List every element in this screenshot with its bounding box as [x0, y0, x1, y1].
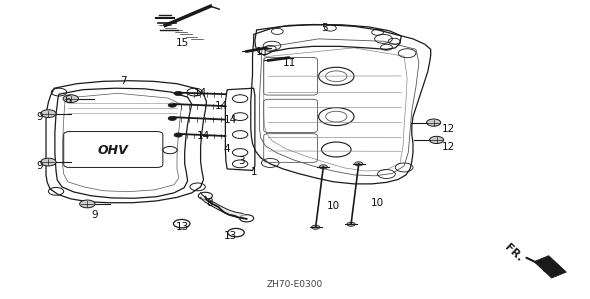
- Text: 9: 9: [91, 210, 98, 220]
- Text: 14: 14: [224, 115, 237, 125]
- Text: 9: 9: [37, 112, 44, 122]
- Text: 15: 15: [176, 38, 189, 48]
- Text: 8: 8: [206, 198, 213, 208]
- Circle shape: [174, 91, 182, 96]
- Text: 3: 3: [238, 156, 245, 167]
- Text: 7: 7: [120, 76, 127, 86]
- Circle shape: [168, 116, 176, 120]
- Circle shape: [312, 225, 320, 229]
- Text: 14: 14: [215, 101, 228, 111]
- Text: 4: 4: [224, 144, 231, 155]
- Text: FR.: FR.: [503, 242, 524, 263]
- Text: 13: 13: [224, 231, 237, 241]
- Circle shape: [63, 95, 78, 103]
- Text: 11: 11: [256, 47, 269, 57]
- Circle shape: [430, 136, 444, 144]
- Text: 1: 1: [250, 167, 257, 177]
- Text: OHV: OHV: [98, 144, 129, 157]
- Circle shape: [355, 162, 363, 166]
- Circle shape: [41, 158, 56, 166]
- Text: 5: 5: [321, 23, 328, 33]
- Text: 9: 9: [37, 161, 44, 171]
- Circle shape: [168, 103, 176, 107]
- Text: 13: 13: [176, 222, 189, 232]
- Circle shape: [347, 222, 355, 226]
- Circle shape: [41, 110, 56, 118]
- Text: 6: 6: [64, 95, 71, 105]
- Text: 12: 12: [442, 123, 455, 134]
- Text: 10: 10: [327, 201, 340, 211]
- Circle shape: [427, 119, 441, 126]
- Text: 10: 10: [371, 198, 384, 208]
- Circle shape: [319, 165, 327, 169]
- Text: 14: 14: [194, 88, 207, 98]
- Text: 14: 14: [197, 131, 210, 141]
- Text: ZH70-E0300: ZH70-E0300: [267, 280, 323, 289]
- Circle shape: [174, 133, 182, 137]
- Circle shape: [80, 200, 95, 208]
- Text: 11: 11: [283, 58, 296, 68]
- Text: 12: 12: [442, 141, 455, 152]
- Polygon shape: [534, 256, 566, 278]
